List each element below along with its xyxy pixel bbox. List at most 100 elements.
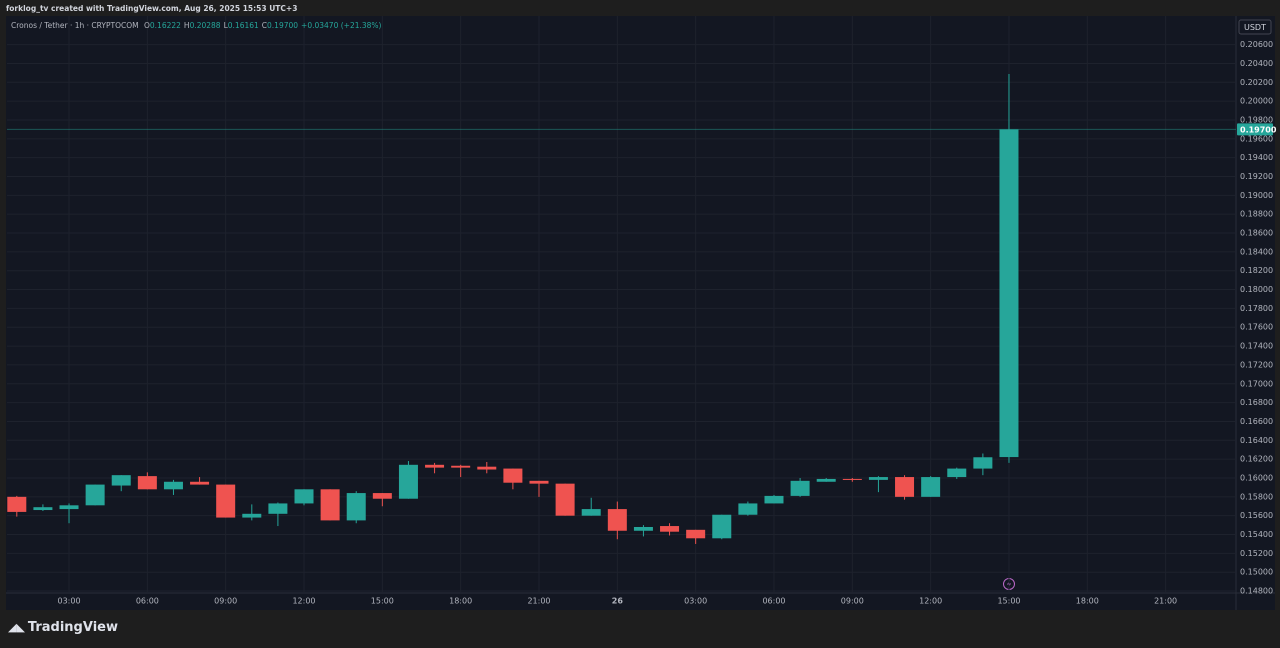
y-tick-label: 0.18400	[1240, 247, 1273, 256]
logo-icon: ◢◣	[8, 621, 25, 634]
y-tick-label: 0.19400	[1240, 153, 1273, 162]
x-tick-label: 09:00	[841, 597, 864, 606]
y-tick-label: 0.20200	[1240, 78, 1273, 87]
x-tick-label: 06:00	[762, 597, 785, 606]
y-tick-label: 0.19800	[1240, 115, 1273, 124]
x-tick-label: 15:00	[997, 597, 1020, 606]
readout-key: L	[223, 21, 228, 30]
x-tick-label: 18:00	[1076, 597, 1099, 606]
symbol-readout: Cronos / Tether · 1h · CRYPTOCOM O0.1622…	[11, 21, 384, 30]
candle-body	[529, 480, 549, 484]
candle-body	[555, 483, 575, 516]
candle-body	[137, 476, 157, 490]
y-tick-label: 0.16200	[1240, 455, 1273, 464]
y-tick-label: 0.19200	[1240, 172, 1273, 181]
candle-body	[451, 465, 471, 468]
y-tick-label: 0.17600	[1240, 323, 1273, 332]
y-tick-label: 0.18600	[1240, 229, 1273, 238]
candle-body	[581, 509, 601, 516]
candle-body	[372, 493, 392, 499]
x-tick-label: 12:00	[292, 597, 315, 606]
y-tick-label: 0.15400	[1240, 530, 1273, 539]
candle-body	[33, 507, 53, 511]
candle-body	[973, 457, 993, 469]
brand-text: TradingView	[27, 620, 118, 635]
y-tick-label: 0.16600	[1240, 417, 1273, 426]
marks	[7, 73, 1019, 544]
candle-body	[294, 489, 314, 504]
candle-body	[7, 496, 27, 512]
candle-body	[921, 477, 941, 497]
candle-body	[895, 477, 915, 497]
x-tick-label: 26	[612, 597, 624, 606]
candle-body	[816, 478, 836, 482]
chart-panel	[6, 16, 1275, 610]
candle-body	[764, 495, 784, 504]
x-tick-label: 09:00	[214, 597, 237, 606]
x-tick-label: 06:00	[136, 597, 159, 606]
y-tick-label: 0.19000	[1240, 191, 1273, 200]
x-tick-label: 12:00	[919, 597, 942, 606]
symbol-title: Cronos / Tether · 1h · CRYPTOCOM	[11, 21, 139, 30]
candle-body	[190, 481, 210, 485]
candle-body	[216, 484, 236, 518]
brand-logo[interactable]: ◢◣ TradingView	[8, 620, 118, 635]
candle-body	[242, 513, 262, 518]
readout-change: +0.03470 (+21.38%)	[301, 21, 382, 30]
last-price-label: 0.19700	[1240, 125, 1277, 134]
currency: USDT	[1244, 23, 1266, 32]
candle-body	[686, 529, 706, 539]
candle-body	[268, 503, 288, 514]
y-tick-label: 0.20600	[1240, 40, 1273, 49]
y-tick-label: 0.19600	[1240, 134, 1273, 143]
candle-body	[111, 475, 131, 486]
y-tick-label: 0.17000	[1240, 379, 1273, 388]
candle-body	[398, 464, 418, 499]
y-tick-label: 0.14800	[1240, 587, 1273, 596]
y-tick-label: 0.15800	[1240, 492, 1273, 501]
candle-body	[868, 477, 888, 480]
candle-body	[633, 526, 653, 531]
candle-body	[660, 526, 680, 532]
candle-body	[425, 464, 445, 468]
x-tick-label: 03:00	[57, 597, 80, 606]
last-price-tag	[1237, 123, 1273, 136]
y-tick-label: 0.17200	[1240, 360, 1273, 369]
readout-value: 0.19700	[267, 21, 299, 30]
readout-value: 0.16161	[227, 21, 259, 30]
currency-box	[1238, 19, 1272, 35]
candle-body	[738, 503, 758, 515]
readout-key: H	[183, 21, 190, 30]
header-bar: forklog_tv created with TradingView.com,…	[6, 4, 298, 13]
candle-body	[346, 493, 366, 521]
y-tick-label: 0.15600	[1240, 511, 1273, 520]
x-tick-label: 18:00	[449, 597, 472, 606]
y-tick-label: 0.20400	[1240, 59, 1273, 68]
readout-value: 0.20288	[189, 21, 221, 30]
x-tick-label: 03:00	[684, 597, 707, 606]
candle-body	[712, 514, 732, 539]
y-tick-label: 0.15000	[1240, 568, 1273, 577]
y-tick-label: 0.17800	[1240, 304, 1273, 313]
x-tick-label: 15:00	[371, 597, 394, 606]
candle-body	[163, 481, 183, 490]
candle-body	[85, 484, 105, 506]
candle-body	[503, 468, 523, 483]
candle-body	[607, 509, 627, 531]
x-tick-label: 21:00	[527, 597, 550, 606]
x-tick-label: 21:00	[1154, 597, 1177, 606]
candle-body	[477, 466, 497, 470]
y-tick-label: 0.17400	[1240, 342, 1273, 351]
y-tick-label: 0.16000	[1240, 473, 1273, 482]
candle-body	[790, 480, 810, 496]
candle-body	[842, 478, 862, 480]
y-tick-label: 0.20000	[1240, 97, 1273, 106]
y-tick-label: 0.15200	[1240, 549, 1273, 558]
candle-body	[320, 489, 340, 521]
y-tick-label: 0.18000	[1240, 285, 1273, 294]
y-tick-label: 0.18800	[1240, 210, 1273, 219]
readout-value: 0.16222	[149, 21, 181, 30]
y-tick-label: 0.16800	[1240, 398, 1273, 407]
